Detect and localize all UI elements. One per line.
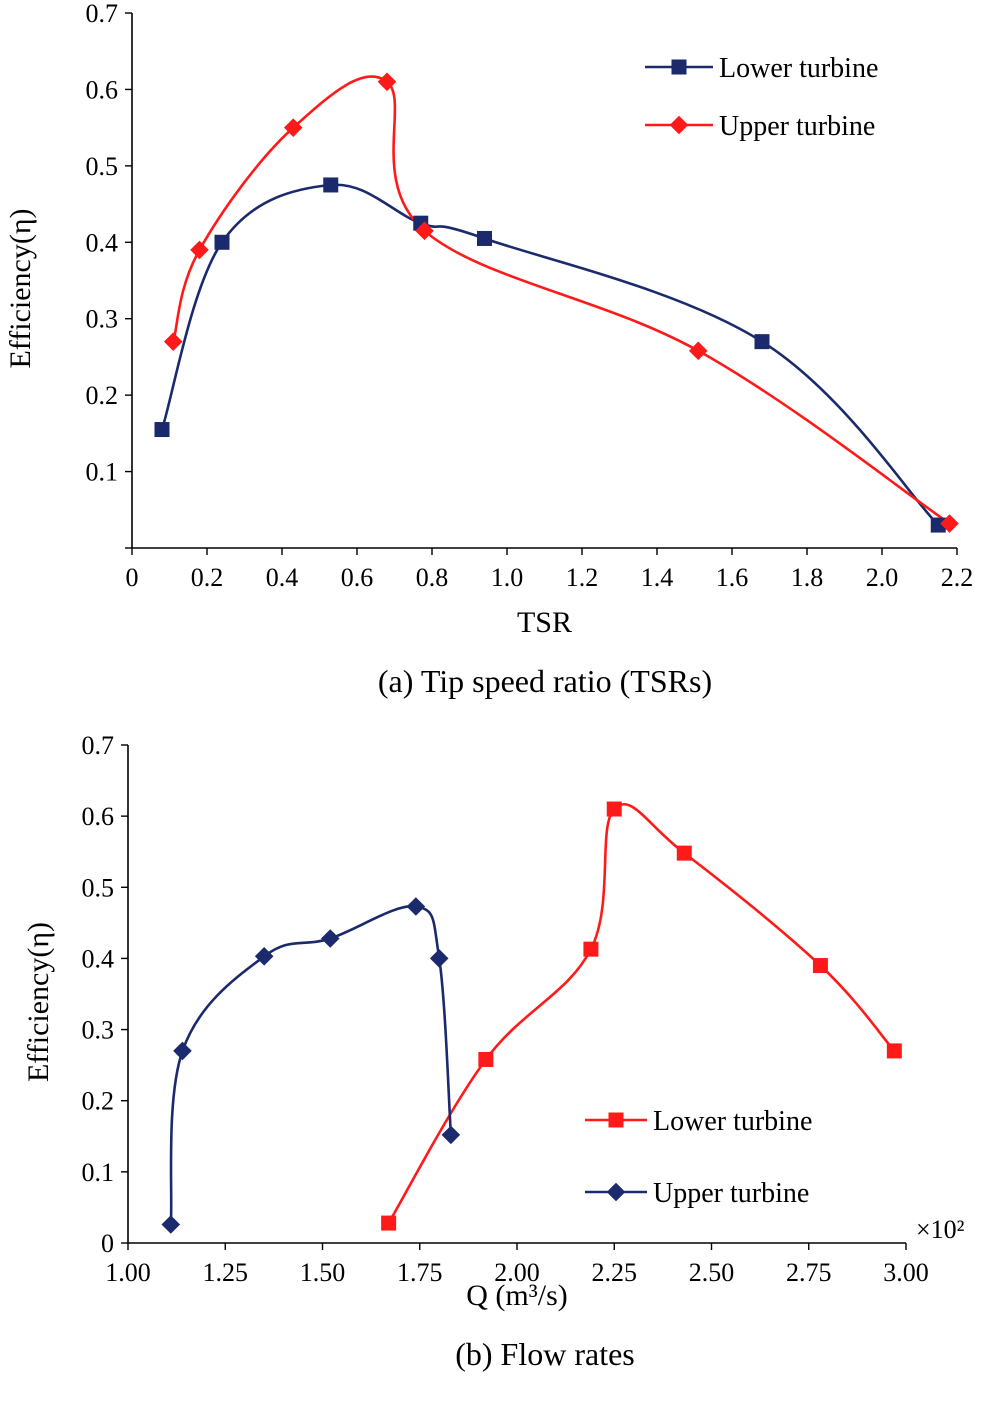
chart2-caption: (b) Flow rates — [455, 1336, 635, 1372]
chart1-series-1-point — [283, 118, 303, 137]
chart1-y-tick-label: 0.2 — [86, 381, 119, 410]
chart2-legend-marker-0 — [608, 1112, 624, 1128]
chart2-y-tick-label: 0.7 — [82, 731, 115, 760]
chart2-series-0-point — [676, 845, 692, 861]
chart2-x-tick-label: 1.25 — [203, 1258, 249, 1287]
chart2-y-tick-label: 0 — [101, 1229, 114, 1258]
chart2-legend-marker-1 — [606, 1182, 626, 1202]
chart2-x-tick-label: 1.50 — [300, 1258, 346, 1287]
chart1-y-tick-label: 0.5 — [86, 152, 119, 181]
chart1-x-tick-label: 2.2 — [941, 563, 974, 592]
chart1-x-tick-label: 0 — [126, 563, 139, 592]
chart2-y-tick-label: 0.2 — [82, 1087, 115, 1116]
chart1-y-tick-label: 0.7 — [86, 0, 119, 28]
chart2-series-1-point — [406, 897, 426, 916]
chart1-x-tick-label: 2.0 — [866, 563, 899, 592]
chart1-x-tick-label: 0.4 — [266, 563, 299, 592]
chart1-caption: (a) Tip speed ratio (TSRs) — [378, 663, 712, 699]
chart2-series-1-point — [254, 946, 274, 966]
chart2-series-1-point — [441, 1125, 461, 1145]
chart1-series-line-0 — [160, 183, 940, 527]
chart1-series-line-1 — [172, 75, 951, 525]
chart1-legend-label-1: Upper turbine — [719, 111, 875, 142]
chart1-series-1-point — [415, 221, 434, 241]
chart2-x-axis-label: Q (m³/s) — [466, 1279, 567, 1312]
chart2-y-axis-label: Efficiency(η) — [22, 922, 55, 1082]
chart1-x-tick-label: 1.2 — [566, 563, 599, 592]
chart2-x-tick-label: 3.00 — [883, 1258, 929, 1287]
chart1-series-1-point — [190, 240, 209, 260]
chart1-series-0-point — [930, 517, 946, 533]
chart2-legend-label-1: Upper turbine — [653, 1178, 809, 1209]
chart1-x-tick-label: 1.0 — [491, 563, 524, 592]
chart2-x-tick-label: 1.75 — [397, 1258, 443, 1287]
chart1-legend-marker-0 — [671, 59, 687, 75]
chart1-x-tick-label: 0.8 — [416, 563, 449, 592]
chart2-y-tick-label: 0.3 — [82, 1016, 115, 1045]
chart1-x-axis-label: TSR — [517, 606, 572, 639]
chart1-y-tick-label: 0.3 — [86, 305, 119, 334]
chart1-y-tick-label: 0.4 — [86, 228, 119, 257]
chart2-y-tick-label: 0.6 — [82, 802, 115, 831]
chart2-y-tick-label: 0.1 — [82, 1158, 115, 1187]
chart2-series-line-0 — [387, 802, 896, 1224]
chart1-legend-label-0: Lower turbine — [719, 53, 878, 84]
chart1-series-1-point — [940, 514, 959, 533]
chart2-series-line-1 — [169, 904, 453, 1225]
chart2-series-0-point — [606, 801, 622, 817]
chart1-x-tick-label: 0.6 — [341, 563, 374, 592]
chart2-series-0-point — [381, 1215, 397, 1231]
chart2-series-1-point — [173, 1041, 192, 1061]
chart2-series-0-point — [583, 941, 599, 957]
chart1-series-1-point — [163, 332, 183, 351]
chart1-y-tick-label: 0.6 — [86, 75, 119, 104]
chart1-x-tick-label: 1.4 — [641, 563, 674, 592]
chart2-series-1-point — [429, 949, 449, 968]
chart1-y-axis-label: Efficiency(η) — [4, 208, 37, 368]
chart2-x-multiplier: ×10² — [916, 1215, 965, 1244]
chart1-series-0-point — [477, 230, 492, 246]
chart1-x-tick-label: 1.6 — [716, 563, 749, 592]
chart1-series-0-point — [323, 177, 339, 193]
chart1-series-1-point — [377, 72, 397, 92]
chart2-series-0-point — [478, 1051, 494, 1067]
chart2-x-tick-label: 2.25 — [592, 1258, 638, 1287]
chart1-plot — [125, 12, 958, 555]
chart2-y-tick-label: 0.4 — [82, 944, 115, 973]
chart2-series-0-point — [812, 958, 828, 974]
chart1-series-1-point — [688, 341, 708, 361]
chart2-legend-label-0: Lower turbine — [653, 1106, 812, 1137]
chart2-series-1-point — [320, 929, 340, 948]
chart2-x-tick-label: 1.00 — [105, 1258, 151, 1287]
chart2-plot — [121, 744, 907, 1250]
chart2-x-tick-label: 2.50 — [689, 1258, 735, 1287]
chart1-x-tick-label: 1.8 — [791, 563, 824, 592]
chart1-series-0-point — [154, 422, 170, 438]
chart2-x-tick-label: 2.75 — [786, 1258, 832, 1287]
chart1-series-0-point — [754, 334, 770, 350]
chart1-series-0-point — [214, 234, 230, 250]
chart2-x-tick-label: 2.00 — [494, 1258, 540, 1287]
chart1-legend-marker-1 — [669, 115, 689, 135]
chart1-y-tick-label: 0.1 — [86, 458, 119, 487]
chart1-x-tick-label: 0.2 — [191, 563, 224, 592]
chart2-y-tick-label: 0.5 — [82, 873, 115, 902]
chart2-series-1-point — [161, 1215, 181, 1234]
chart2-series-0-point — [886, 1043, 902, 1059]
